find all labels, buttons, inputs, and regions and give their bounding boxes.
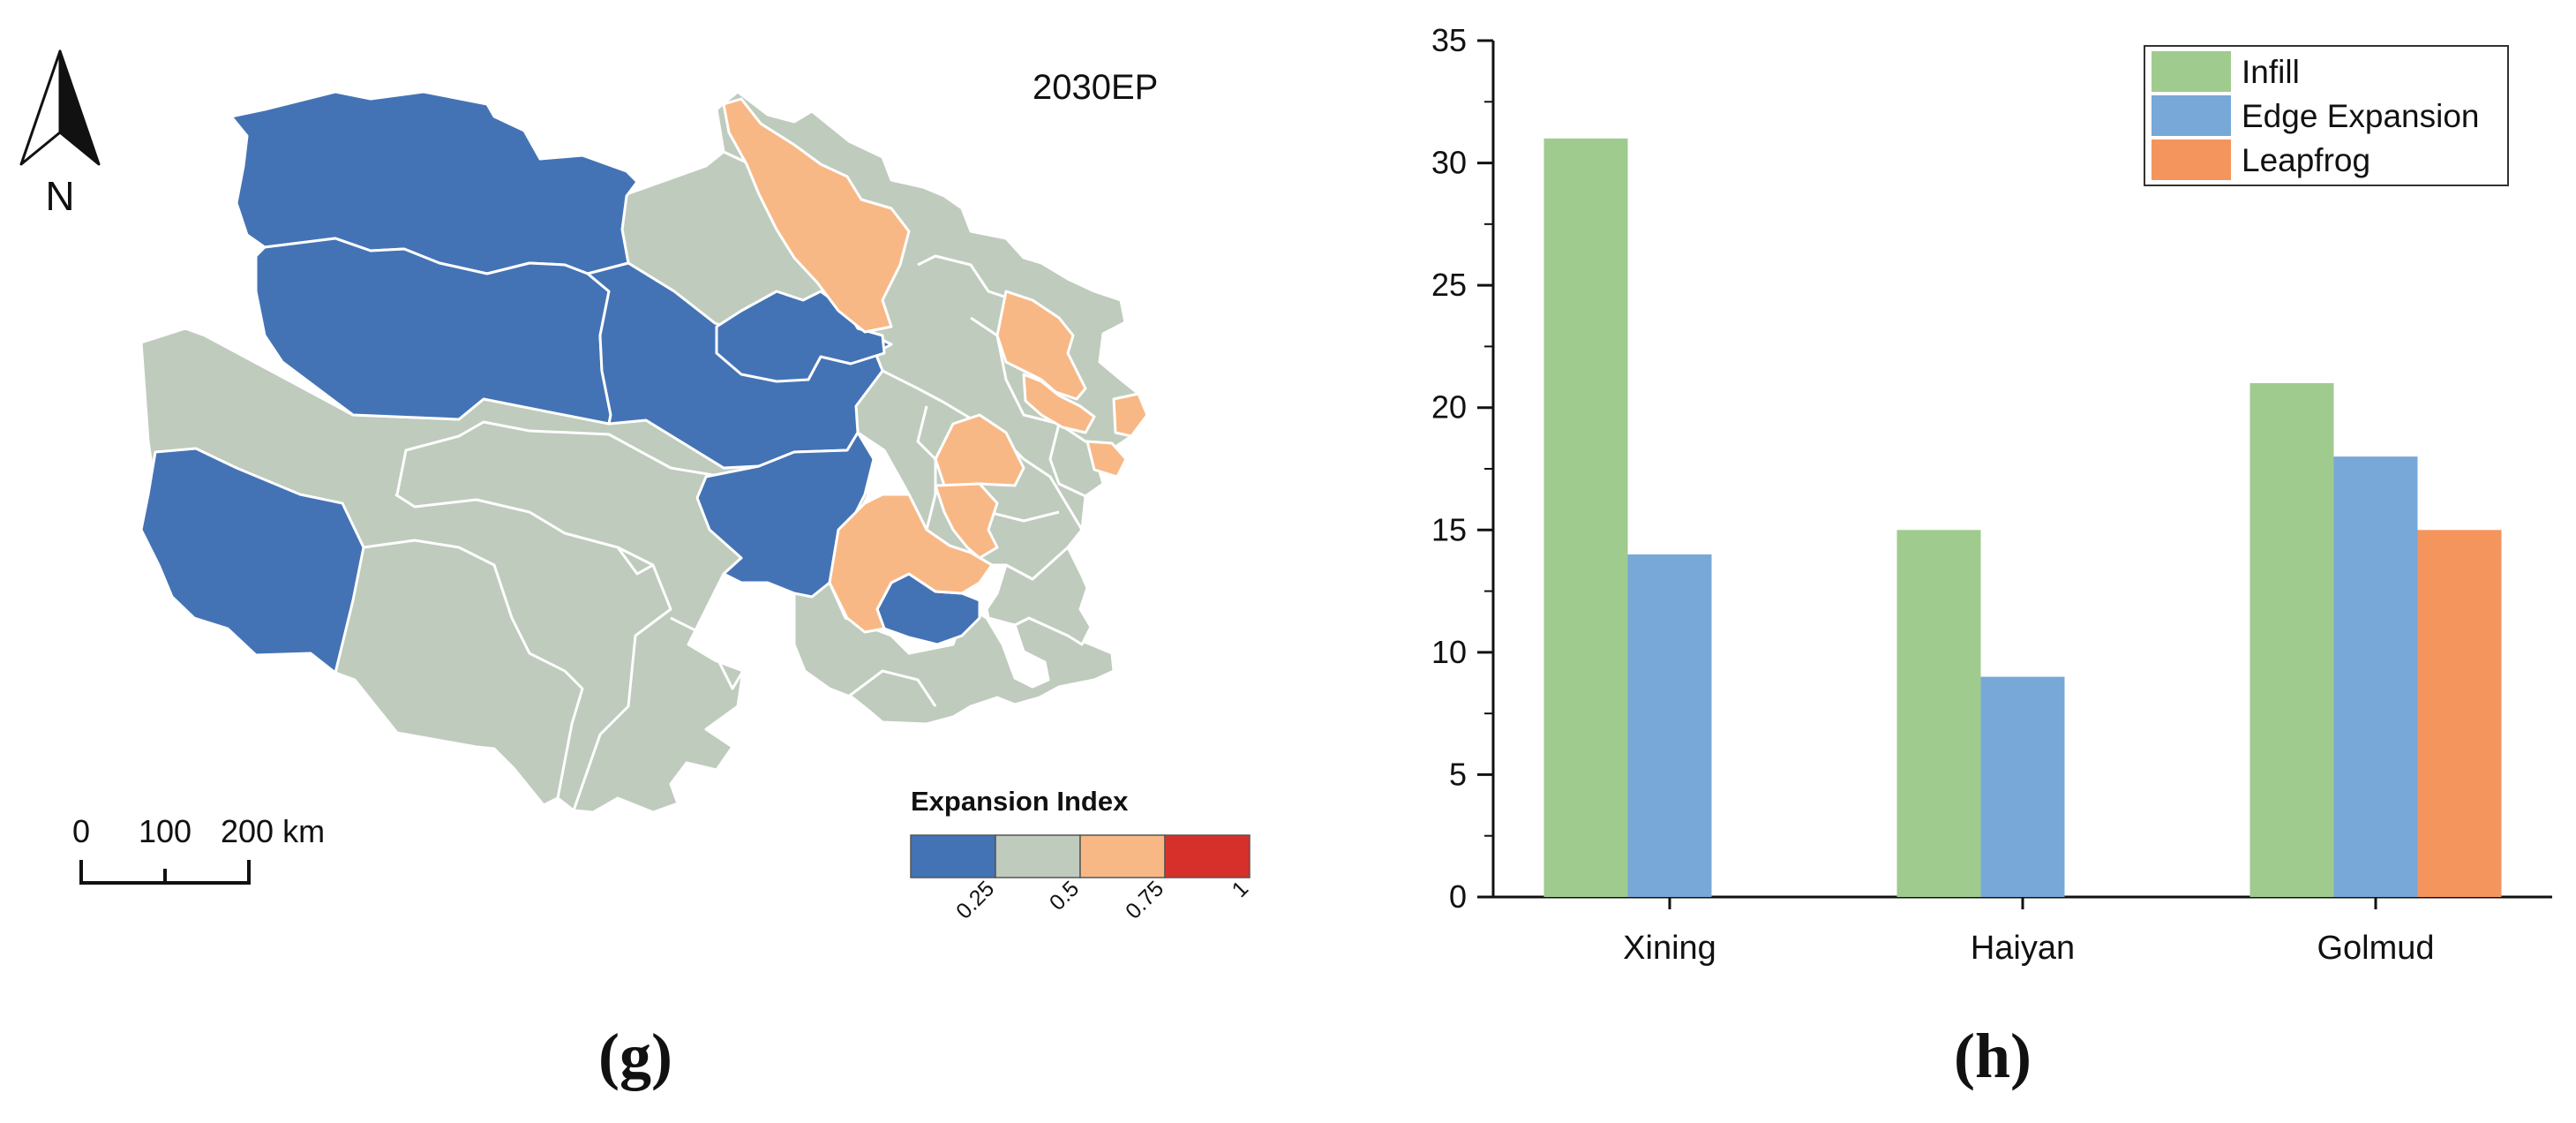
y-tick-label: 35 [1431,22,1467,58]
legend-entry: Leapfrog [2242,142,2370,178]
y-tick-label: 15 [1431,511,1467,547]
map-region [1085,440,1128,479]
y-tick-label: 25 [1431,267,1467,303]
scale-bar: 0 100 200 km [72,813,325,885]
map-region [1022,373,1096,434]
colorbar-tick-label: 0.75 [1121,876,1168,923]
y-tick-label: 20 [1431,389,1467,426]
map-region [722,97,911,334]
x-tick-label: Haiyan [1971,930,2075,967]
bar-edge-expansion-haiyan [1980,676,2065,897]
colorbar-tick-label: 0.25 [951,876,999,923]
colorbar-swatch [910,834,996,878]
bar-edge-expansion-xining [1627,554,1712,897]
legend-entry: Infill [2242,54,2300,90]
bar-infill-xining [1543,138,1628,897]
north-label: N [45,173,74,219]
scale-label-200-km: 200 km [221,813,325,849]
legend-swatch [2152,51,2231,92]
north-arrow-icon [19,49,101,166]
colorbar-tick-label: 1 [1228,876,1254,902]
scale-label-0: 0 [72,813,90,849]
scale-label-100: 100 [139,813,192,849]
map-region [934,482,999,560]
panel-h-chart: 0 5 10 15 20 25 30 35 Xining Haiyan Golmud Infill Ed… [1431,22,2552,1091]
panel-letter-g: (g) [598,1021,672,1091]
bar-chart-plot: 0 5 10 15 20 25 30 35 Xining Haiyan Golmud Infill Ed… [1431,22,2552,967]
map-region [139,447,365,675]
bar-infill-golmud [2249,383,2334,897]
map-regions-blue [139,90,981,675]
map-region [828,493,994,634]
bar-infill-haiyan [1896,530,1981,897]
panel-g-map: N 2030EP [19,49,1254,1091]
colorbar-swatch [995,834,1081,878]
colorbar-tick-label: 0.5 [1045,876,1084,915]
map-scenario-label: 2030EP [1033,68,1158,107]
colorbar-legend: Expansion Index 0.25 0.5 0.75 1 [910,786,1254,924]
legend-entry: Edge Expansion [2242,98,2479,134]
map-region [695,431,875,599]
y-tick-label: 10 [1431,634,1467,670]
y-tick-label: 5 [1449,756,1467,792]
bar-leapfrog-golmud [2417,530,2502,897]
map-region [934,413,1025,487]
chart-legend: Infill Edge Expansion Leapfrog [2144,45,2509,186]
y-tick-label: 0 [1449,878,1467,915]
colorbar-swatch [1079,834,1166,878]
map-region [985,546,1093,646]
colorbar-swatch [1164,834,1250,878]
x-tick-label: Golmud [2317,930,2434,967]
panel-letter-h: (h) [1954,1021,2032,1091]
legend-swatch [2152,95,2231,136]
map-regions-peach [722,97,1149,634]
legend-swatch [2152,139,2231,180]
bar-edge-expansion-golmud [2333,456,2418,897]
map-region [995,290,1087,401]
y-tick-label: 30 [1431,145,1467,181]
x-tick-label: Xining [1623,930,1716,967]
colorbar-title: Expansion Index [911,786,1129,817]
map-region [1112,392,1149,438]
